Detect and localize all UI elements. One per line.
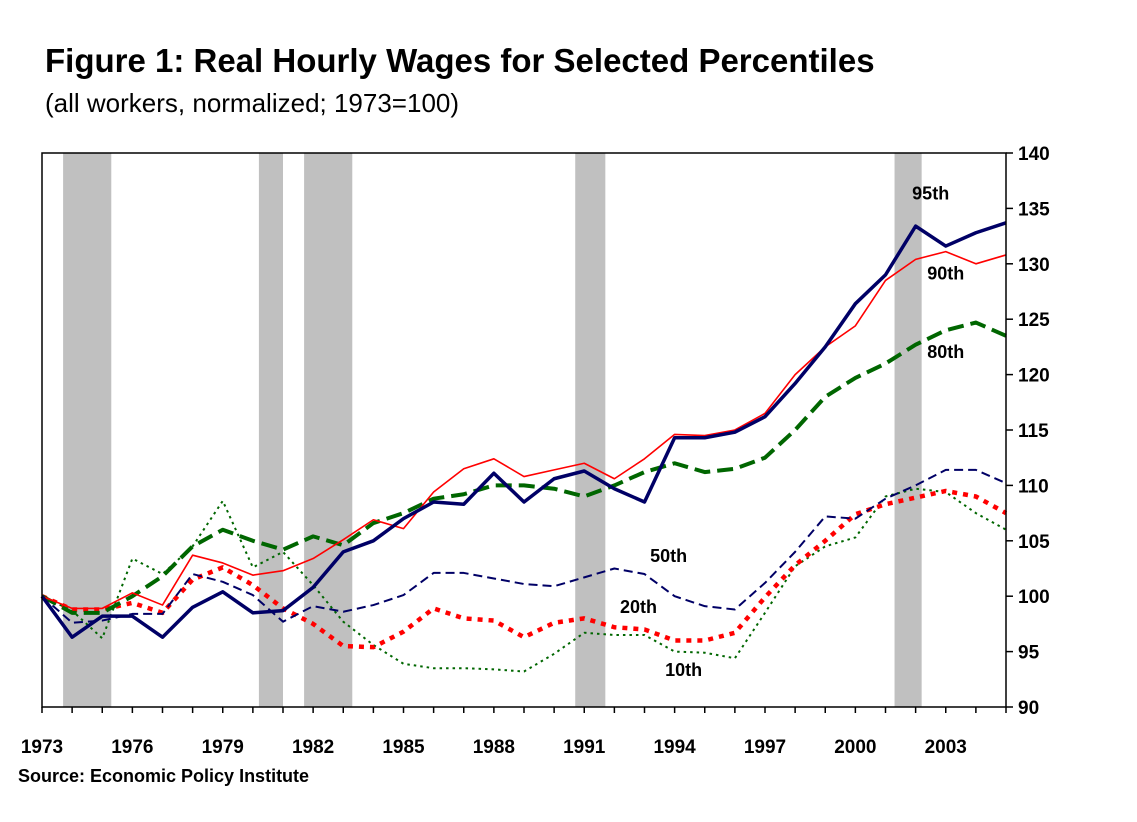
x-tick-label: 2003 [925,737,967,758]
series-labels-group: 95th 90th 80th 50th 20th 10th [620,184,964,680]
series-label-50th: 50th [650,546,687,566]
recession-band-3 [575,153,606,707]
recession-band-1 [258,153,283,707]
chart-title: Figure 1: Real Hourly Wages for Selected… [45,42,875,79]
series-label-10th: 10th [665,660,702,680]
x-tick-label: 1979 [202,737,244,758]
chart-subtitle: (all workers, normalized; 1973=100) [45,88,460,118]
y-tick-label: 100 [1018,587,1050,608]
x-tick-label: 1973 [21,737,63,758]
x-tick-label: 1991 [563,737,606,758]
y-tick-label: 110 [1018,476,1049,497]
recession-band-4 [894,153,922,707]
x-tick-label: 1976 [111,737,153,758]
y-tick-label: 95 [1018,643,1040,664]
y-tick-label: 105 [1018,532,1050,553]
y-tick-label: 125 [1018,310,1050,331]
x-tick-label: 1985 [382,737,425,758]
y-tick-label: 120 [1018,366,1050,387]
plot-frame [41,152,1007,708]
axes-group: 90 95 100 105 110 115 120 125 130 135 140 1973 1976 1… [21,144,1050,758]
series-line-90th [41,250,1007,610]
series-label-20th: 20th [620,597,657,617]
x-tick-label: 1994 [653,737,696,758]
y-tick-label: 90 [1018,698,1039,719]
series-line-50th [41,468,1007,624]
recession-shading-group [63,153,922,707]
y-tick-label: 115 [1018,421,1049,442]
source-note: Source: Economic Policy Institute [18,766,310,786]
recession-band-2 [304,153,353,707]
x-tick-label: 1988 [473,737,515,758]
series-line-10th [41,487,1007,673]
series-label-90th: 90th [927,263,964,283]
y-tick-label: 130 [1018,255,1050,276]
series-lines-group [40,221,1008,673]
series-label-80th: 80th [927,342,964,362]
x-tick-label: 1997 [744,737,786,758]
series-line-80th [41,320,1007,615]
y-tick-label: 135 [1018,199,1050,220]
x-tick-label: 2000 [834,737,876,758]
series-label-95th: 95th [912,184,949,204]
y-tick-label: 140 [1018,144,1050,165]
x-tick-label: 1982 [292,737,334,758]
series-line-95th [40,221,1007,639]
